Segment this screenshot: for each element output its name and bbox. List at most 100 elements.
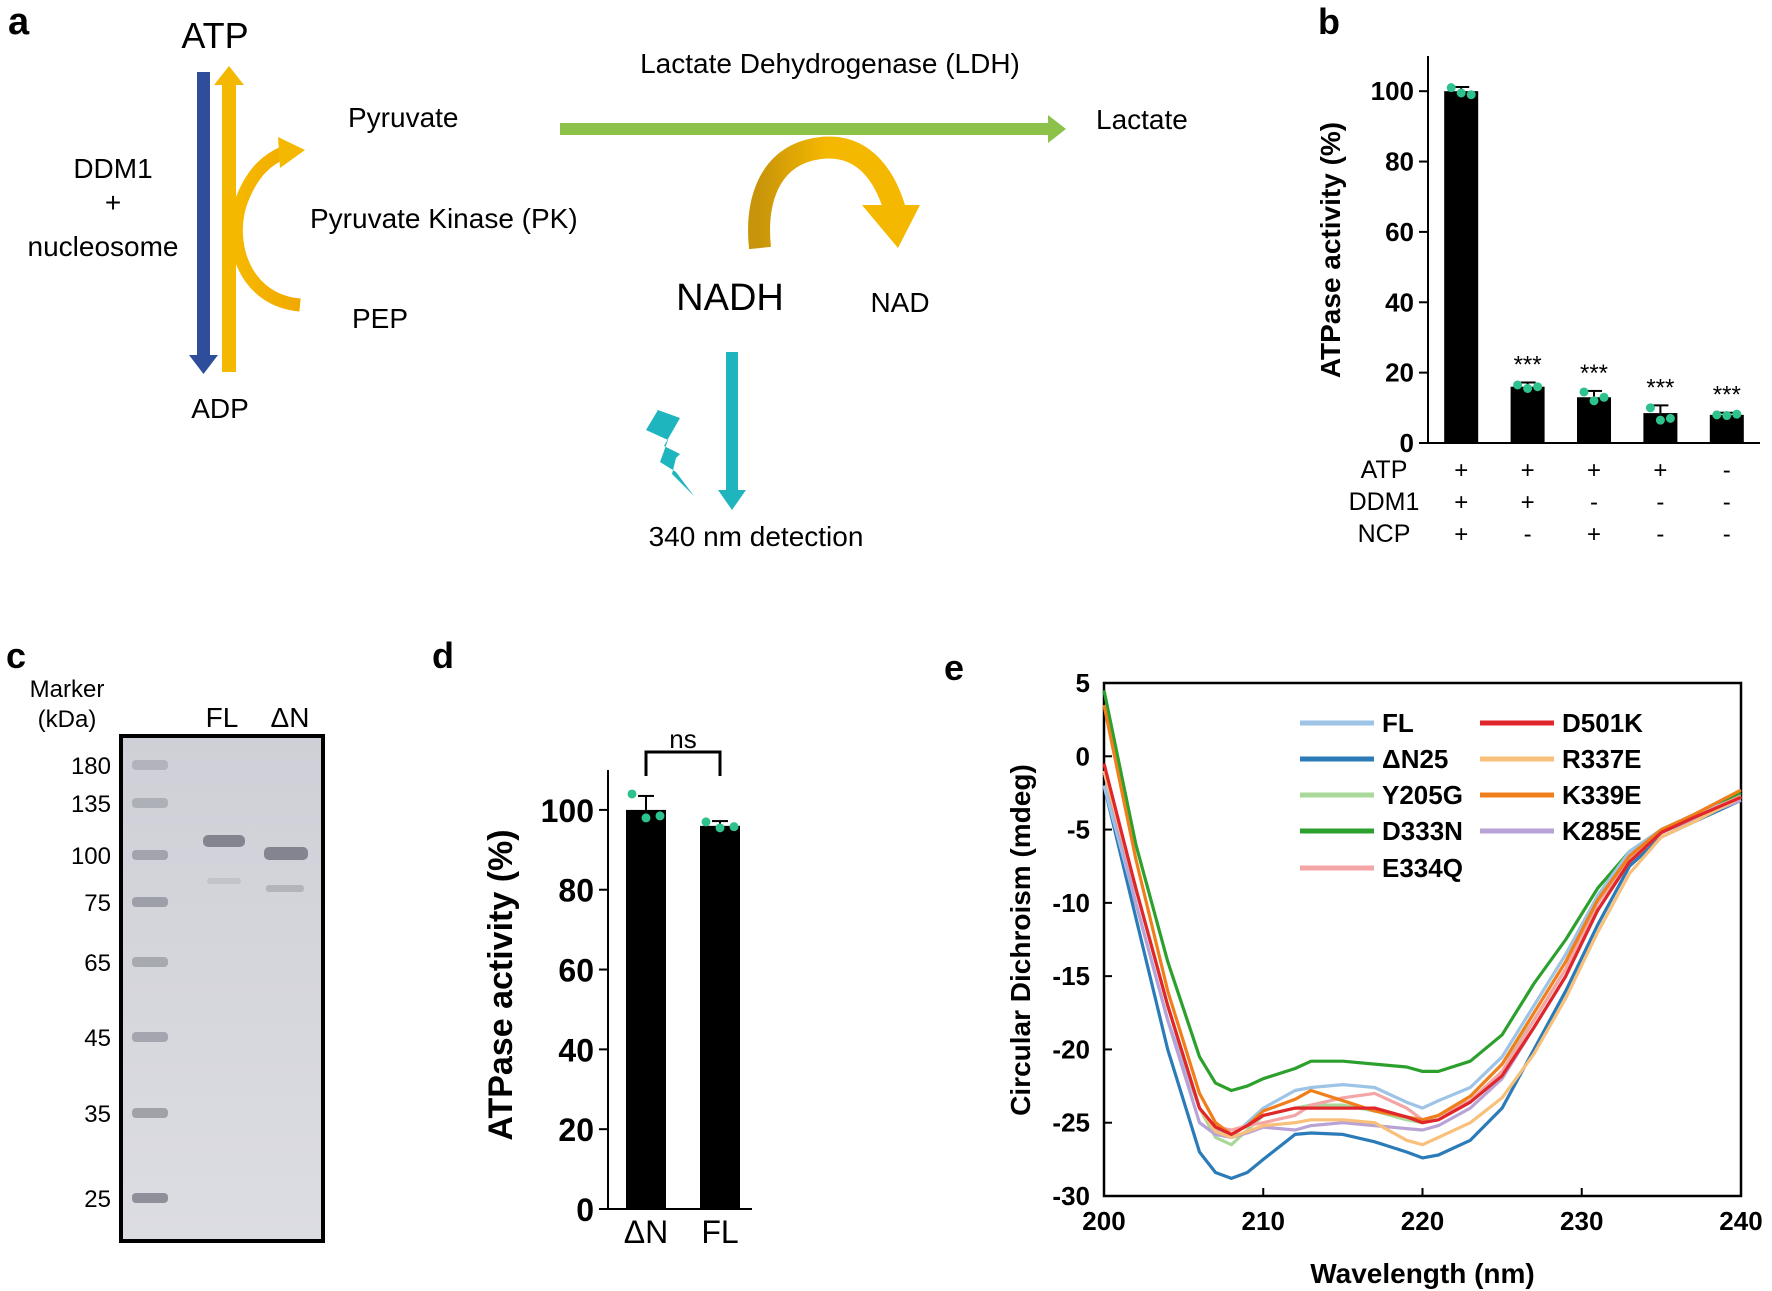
condition-mark: - (1723, 489, 1731, 516)
fl-minor-band (207, 878, 241, 884)
data-point (1722, 411, 1732, 421)
marker-band (132, 897, 168, 907)
condition-mark: + (1454, 457, 1468, 484)
significance-label: *** (1580, 360, 1608, 387)
x-tick-label: ΔN (624, 1214, 668, 1250)
marker-size-label: 65 (84, 950, 111, 977)
x-tick-label: 220 (1401, 1206, 1444, 1236)
y-axis-title: ATPase activity (%) (482, 829, 520, 1140)
legend-label: Y205G (1382, 780, 1463, 810)
y-tick-label: 60 (1385, 217, 1414, 247)
pep-label: PEP (352, 303, 408, 334)
significance-bracket (644, 750, 722, 776)
condition-mark: - (1723, 521, 1731, 548)
series-line (1102, 763, 1742, 1137)
data-point (1599, 392, 1609, 402)
data-point (1523, 383, 1533, 393)
data-point (627, 789, 637, 799)
condition-mark: - (1590, 489, 1598, 516)
gel-bands (132, 760, 308, 1203)
series-line (1102, 785, 1742, 1181)
gel-marker-labels: 180 135 100 75 65 45 35 25 (71, 753, 111, 1213)
data-point (1533, 382, 1543, 392)
y-tick-label: 60 (558, 953, 594, 989)
data-point (1589, 396, 1599, 406)
x-tick-label: FL (701, 1214, 738, 1250)
marker-band (132, 850, 168, 860)
data-point (1446, 83, 1456, 93)
data-point (1513, 380, 1523, 390)
x-tick-label: 210 (1242, 1206, 1285, 1236)
panel-e-chart: e 200 210 220 230 240 -30 -25 -20 -15 -10 -5 0 5 Wavel… (944, 647, 1763, 1289)
pk-curved-arrow (229, 137, 305, 312)
yellow-up-arrow (214, 66, 244, 372)
y-tick-label: 80 (558, 873, 594, 909)
marker-size-label: 100 (71, 843, 111, 870)
condition-mark: - (1656, 489, 1664, 516)
marker-band (132, 798, 168, 808)
marker-title: Marker (30, 676, 105, 703)
teal-down-arrow (718, 352, 746, 510)
y-tick-label: -10 (1052, 888, 1090, 918)
legend-label: FL (1382, 708, 1414, 738)
lane-fl-label: FL (206, 702, 239, 733)
panel-a-label: a (8, 1, 30, 43)
y-tick-label: 40 (558, 1032, 594, 1068)
ldh-label: Lactate Dehydrogenase (LDH) (640, 48, 1020, 79)
bar (626, 809, 666, 1209)
data-point (655, 811, 665, 821)
condition-mark: + (1653, 457, 1667, 484)
x-tick-label: 230 (1560, 1206, 1603, 1236)
blue-down-arrow (189, 72, 218, 374)
y-tick-label: 0 (576, 1192, 594, 1228)
pyruvate-label: Pyruvate (348, 102, 459, 133)
data-point (715, 823, 725, 833)
nucleosome-label: nucleosome (28, 231, 179, 262)
series-line (1102, 689, 1742, 1093)
marker-band (132, 760, 168, 770)
y-tick-label: 0 (1400, 428, 1414, 458)
data-point (701, 817, 711, 827)
bar (1510, 386, 1545, 443)
y-tick-label: -25 (1052, 1108, 1090, 1138)
condition-row-label: NCP (1358, 520, 1411, 548)
data-point (1456, 88, 1466, 98)
condition-mark: + (1587, 457, 1601, 484)
marker-unit: (kDa) (38, 706, 97, 733)
marker-band (132, 957, 168, 967)
adp-label: ADP (191, 393, 249, 424)
data-point (1732, 409, 1742, 419)
dn-minor-band (266, 885, 304, 892)
condition-row-label: ATP (1361, 456, 1408, 484)
y-tick-label: 40 (1385, 287, 1414, 317)
marker-size-label: 180 (71, 753, 111, 780)
y-tick-label: -20 (1052, 1034, 1090, 1064)
y-tick-label: -30 (1052, 1181, 1090, 1211)
nadh-nad-arc-arrow (748, 136, 920, 250)
y-tick-label: 5 (1076, 668, 1090, 698)
marker-band (132, 1193, 168, 1203)
gel-image (119, 734, 325, 1243)
condition-mark: - (1723, 457, 1731, 484)
nad-label: NAD (870, 287, 929, 318)
condition-row-label: DDM1 (1349, 488, 1420, 516)
x-axis-title: Wavelength (nm) (1310, 1258, 1535, 1289)
dn-band (264, 847, 308, 860)
data-point (1645, 403, 1655, 413)
x-tick-label: 240 (1719, 1206, 1762, 1236)
y-tick-label: 0 (1076, 741, 1090, 771)
panel-b-label: b (1318, 1, 1340, 42)
x-tick-label: 200 (1082, 1206, 1125, 1236)
marker-size-label: 75 (84, 890, 111, 917)
lightning-bolt-icon (646, 410, 694, 496)
significance-label: *** (1514, 351, 1542, 378)
y-tick-label: 100 (541, 793, 594, 829)
bar (1444, 91, 1479, 443)
panel-c-label: c (6, 635, 26, 676)
green-arrow (560, 115, 1066, 143)
legend-label: R337E (1562, 744, 1642, 774)
ddm1-plus: + (105, 187, 121, 218)
marker-band (132, 1108, 168, 1118)
y-axis-title: ATPase activity (%) (1315, 122, 1346, 378)
